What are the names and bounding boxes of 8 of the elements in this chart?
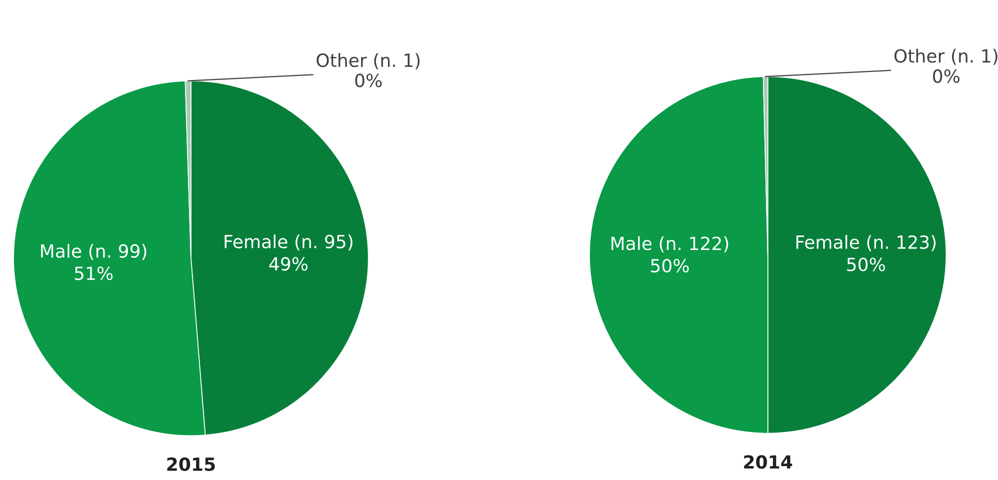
text: 2014: [744, 455, 792, 469]
slice-label: Female (n. 123) 50%: [796, 235, 936, 272]
slice-label: Other (n. 1) 0%: [316, 53, 420, 88]
text: 2015: [167, 457, 215, 472]
slice-label: Female (n. 95) 49%: [224, 234, 352, 271]
slice-label: Male (n. 122) 50%: [612, 236, 728, 273]
slice-label: Other (n. 1) 0%: [894, 48, 998, 83]
slice-label: Male (n. 99) 51%: [41, 244, 146, 280]
